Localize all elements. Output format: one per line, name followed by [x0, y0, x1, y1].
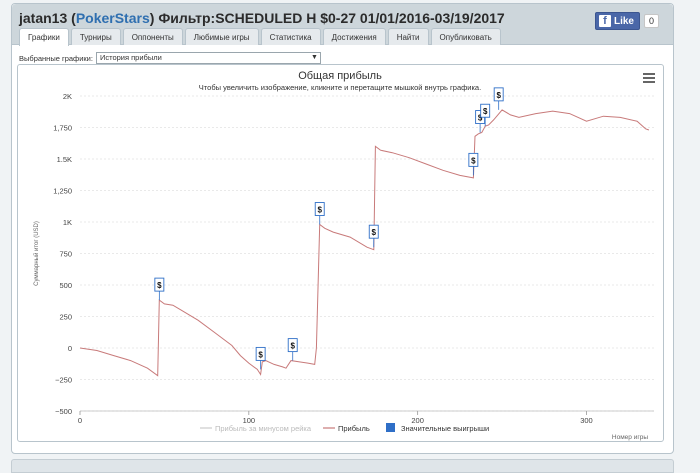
y-tick-label: −500	[55, 407, 72, 416]
tab-5[interactable]: Достижения	[322, 28, 386, 45]
svg-text:$: $	[496, 91, 501, 100]
filter-value: SCHEDULED H $0-27 01/01/2016-03/19/2017	[215, 10, 505, 26]
y-tick-label: 1.5K	[57, 155, 72, 164]
tab-2[interactable]: Оппоненты	[122, 28, 183, 45]
svg-text:$: $	[258, 350, 263, 359]
page-title: jatan13 (PokerStars) Фильтр:SCHEDULED H …	[19, 10, 505, 26]
dollar-marker-icon[interactable]: $	[287, 338, 298, 361]
hamburger-menu-icon[interactable]	[643, 73, 655, 83]
main-window: jatan13 (PokerStars) Фильтр:SCHEDULED H …	[11, 3, 674, 454]
legend-item-label: Прибыль	[338, 424, 370, 433]
username: jatan13	[19, 10, 68, 26]
tab-1[interactable]: Турниры	[70, 28, 121, 45]
x-tick-label: 0	[78, 416, 82, 425]
dollar-marker-icon[interactable]: $	[255, 346, 266, 370]
tab-bar: Графики Турниры Оппоненты Любимые игры Стати…	[19, 28, 501, 46]
chart-selector-value: История прибыли	[99, 53, 162, 62]
svg-text:$: $	[290, 342, 295, 351]
y-tick-label: 750	[59, 250, 72, 259]
dollar-marker-icon[interactable]: $	[154, 277, 165, 301]
tab-4[interactable]: Статистика	[260, 28, 321, 45]
y-axis-label: Суммарный итог (USD)	[33, 221, 40, 286]
legend-swatch	[386, 423, 395, 432]
dollar-marker-icon[interactable]: $	[468, 152, 479, 176]
y-tick-label: 1K	[63, 218, 72, 227]
chart-selector-label: Выбранные графики:	[19, 53, 93, 63]
site-link[interactable]: PokerStars	[75, 10, 150, 26]
y-tick-label: 500	[59, 281, 72, 290]
tab-0[interactable]: Графики	[19, 28, 69, 46]
x-tick-label: 300	[580, 416, 593, 425]
y-tick-label: 1,250	[53, 187, 72, 196]
chart-subtitle: Чтобы увеличить изображение, кликните и …	[199, 83, 481, 92]
like-label: Like	[613, 15, 634, 27]
chart-selector-row: Выбранные графики: История прибыли ▼	[19, 52, 321, 64]
svg-text:$: $	[318, 206, 323, 215]
dollar-marker-icon[interactable]: $	[368, 224, 379, 248]
tab-7[interactable]: Опубликовать	[430, 28, 501, 45]
svg-text:$: $	[483, 107, 488, 116]
tab-3[interactable]: Любимые игры	[184, 28, 259, 45]
facebook-like-button[interactable]: f Like	[594, 12, 640, 30]
x-axis-label: Номер игры	[612, 434, 648, 441]
svg-text:$: $	[372, 228, 377, 237]
dollar-marker-icon[interactable]: $	[493, 87, 504, 110]
y-tick-label: 1,750	[53, 124, 72, 133]
svg-text:$: $	[471, 156, 476, 165]
y-tick-label: 2K	[63, 92, 72, 101]
x-tick-label: 100	[243, 416, 256, 425]
chart-selector-dropdown[interactable]: История прибыли ▼	[95, 52, 321, 64]
svg-text:$: $	[157, 281, 162, 290]
like-count: 0	[643, 14, 659, 28]
svg-text:$: $	[478, 114, 483, 123]
dollar-marker-icon[interactable]: $	[314, 202, 325, 225]
legend-item-label: Значительные выигрыши	[401, 424, 489, 433]
x-tick-label: 200	[411, 416, 424, 425]
facebook-like: f Like 0	[594, 12, 659, 30]
y-tick-label: 250	[59, 313, 72, 322]
tab-6[interactable]: Найти	[387, 28, 429, 45]
dollar-marker-icon[interactable]: $	[480, 103, 491, 127]
y-tick-label: 0	[68, 344, 72, 353]
bottom-panel	[11, 459, 674, 473]
title-bar: jatan13 (PokerStars) Фильтр:SCHEDULED H …	[12, 4, 673, 46]
series-line-profit	[79, 109, 650, 377]
facebook-icon: f	[598, 15, 611, 27]
filter-label: Фильтр:	[158, 10, 216, 26]
chart-container[interactable]: Общая прибыль Чтобы увеличить изображение…	[17, 64, 664, 442]
legend-item-label: Прибыль за минусом рейка	[215, 424, 312, 433]
chart-title: Общая прибыль	[298, 70, 382, 82]
y-tick-label: −250	[55, 376, 72, 385]
chevron-down-icon: ▼	[311, 54, 318, 61]
